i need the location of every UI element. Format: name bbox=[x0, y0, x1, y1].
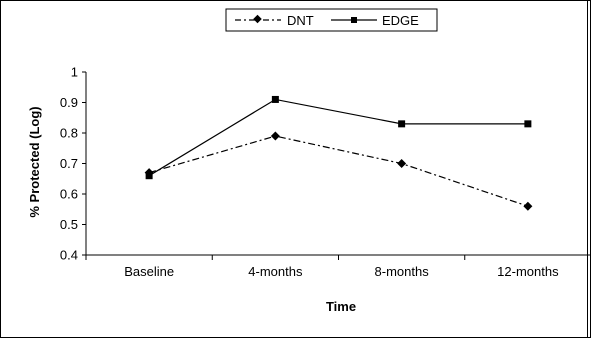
y-tick-label: 0.8 bbox=[60, 126, 78, 141]
data-point-dnt bbox=[397, 159, 407, 168]
y-tick-label: 1 bbox=[71, 65, 78, 80]
y-axis-title: % Protected (Log) bbox=[27, 106, 42, 217]
y-tick-label: 0.7 bbox=[60, 156, 78, 171]
data-point-edge bbox=[398, 120, 406, 128]
x-axis-ticks: Baseline 4-months 8-months 12-months bbox=[85, 255, 591, 279]
x-tick-label: 12-months bbox=[497, 264, 559, 279]
y-tick-label: 0.5 bbox=[60, 217, 78, 232]
legend-entry-edge: EDGE bbox=[331, 13, 419, 28]
data-point-edge bbox=[145, 172, 153, 180]
data-point-edge bbox=[524, 120, 532, 128]
x-tick-label: 8-months bbox=[375, 264, 430, 279]
y-tick-label: 0.9 bbox=[60, 95, 78, 110]
series-line-edge bbox=[148, 98, 528, 177]
y-tick-label: 0.4 bbox=[60, 248, 78, 263]
x-tick-label: 4-months bbox=[248, 264, 303, 279]
legend-entry-dnt: DNT bbox=[235, 13, 314, 28]
series-edge bbox=[145, 95, 532, 180]
legend: DNT EDGE bbox=[225, 8, 438, 32]
series-line-dnt bbox=[148, 135, 529, 207]
data-point-dnt bbox=[270, 131, 280, 141]
legend-label-edge: EDGE bbox=[382, 13, 419, 28]
y-tick-label: 0.6 bbox=[60, 187, 78, 202]
x-tick-label: Baseline bbox=[124, 264, 174, 279]
x-axis-title: Time bbox=[326, 299, 356, 314]
y-axis-ticks: 0.4 0.5 0.6 0.7 0.8 0.9 1 bbox=[60, 65, 86, 263]
series-layer bbox=[144, 95, 533, 211]
data-point-edge bbox=[271, 95, 279, 103]
legend-label-dnt: DNT bbox=[287, 13, 314, 28]
data-point-dnt bbox=[523, 201, 533, 211]
axes bbox=[85, 72, 591, 256]
legend-marker-edge bbox=[351, 17, 357, 23]
